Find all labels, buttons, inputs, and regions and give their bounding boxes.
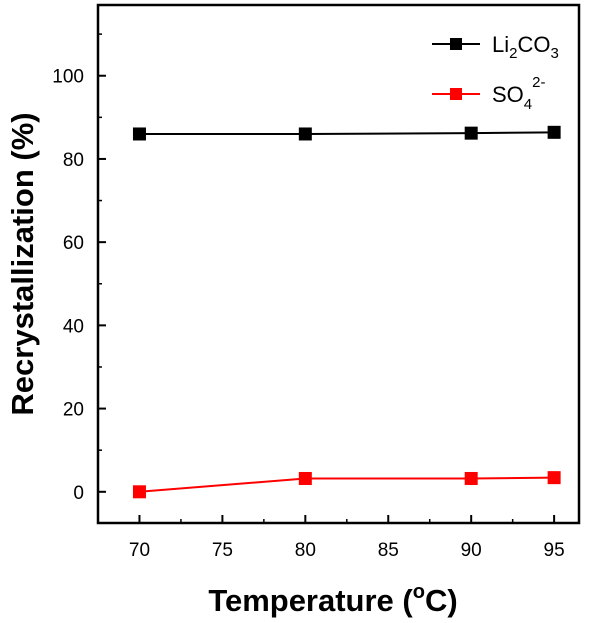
x-tick-label: 90 xyxy=(461,540,482,561)
x-tick-label: 80 xyxy=(295,540,316,561)
legend: Li2CO3 SO42- xyxy=(432,32,559,113)
data-point-0-0 xyxy=(132,127,146,141)
data-point-0-1 xyxy=(298,127,312,141)
y-tick-label: 60 xyxy=(63,233,84,254)
x-tick-label: 85 xyxy=(378,540,399,561)
legend-marker-so4 xyxy=(450,88,462,100)
data-point-0-3 xyxy=(547,125,561,139)
y-tick-label: 20 xyxy=(63,400,84,421)
legend-label-li2co3: Li2CO3 xyxy=(492,32,559,62)
x-tick-label: 75 xyxy=(212,540,233,561)
series-layer xyxy=(132,125,561,499)
y-tick-label: 0 xyxy=(73,483,84,504)
x-axis-title: Temperature (oC) xyxy=(208,581,457,618)
y-axis-ticks: 0 20 40 60 80 100 xyxy=(52,33,106,504)
data-point-1-3 xyxy=(547,471,561,485)
y-axis-title: Recrystallization (%) xyxy=(5,112,40,415)
data-point-1-2 xyxy=(464,471,478,485)
series-line-0 xyxy=(139,131,555,135)
y-tick-label: 100 xyxy=(52,67,84,88)
plot-frame xyxy=(96,3,581,525)
data-point-1-0 xyxy=(132,485,146,499)
legend-label-so4: SO42- xyxy=(492,74,545,113)
x-axis-ticks: 70 75 80 85 90 95 xyxy=(129,515,565,561)
y-tick-label: 80 xyxy=(63,150,84,171)
data-point-0-2 xyxy=(464,126,478,140)
data-point-1-1 xyxy=(298,471,312,485)
y-tick-label: 40 xyxy=(63,316,84,337)
series-line-1 xyxy=(139,476,555,493)
legend-marker-li2co3 xyxy=(450,38,462,50)
x-tick-label: 70 xyxy=(129,540,150,561)
x-tick-label: 95 xyxy=(544,540,565,561)
